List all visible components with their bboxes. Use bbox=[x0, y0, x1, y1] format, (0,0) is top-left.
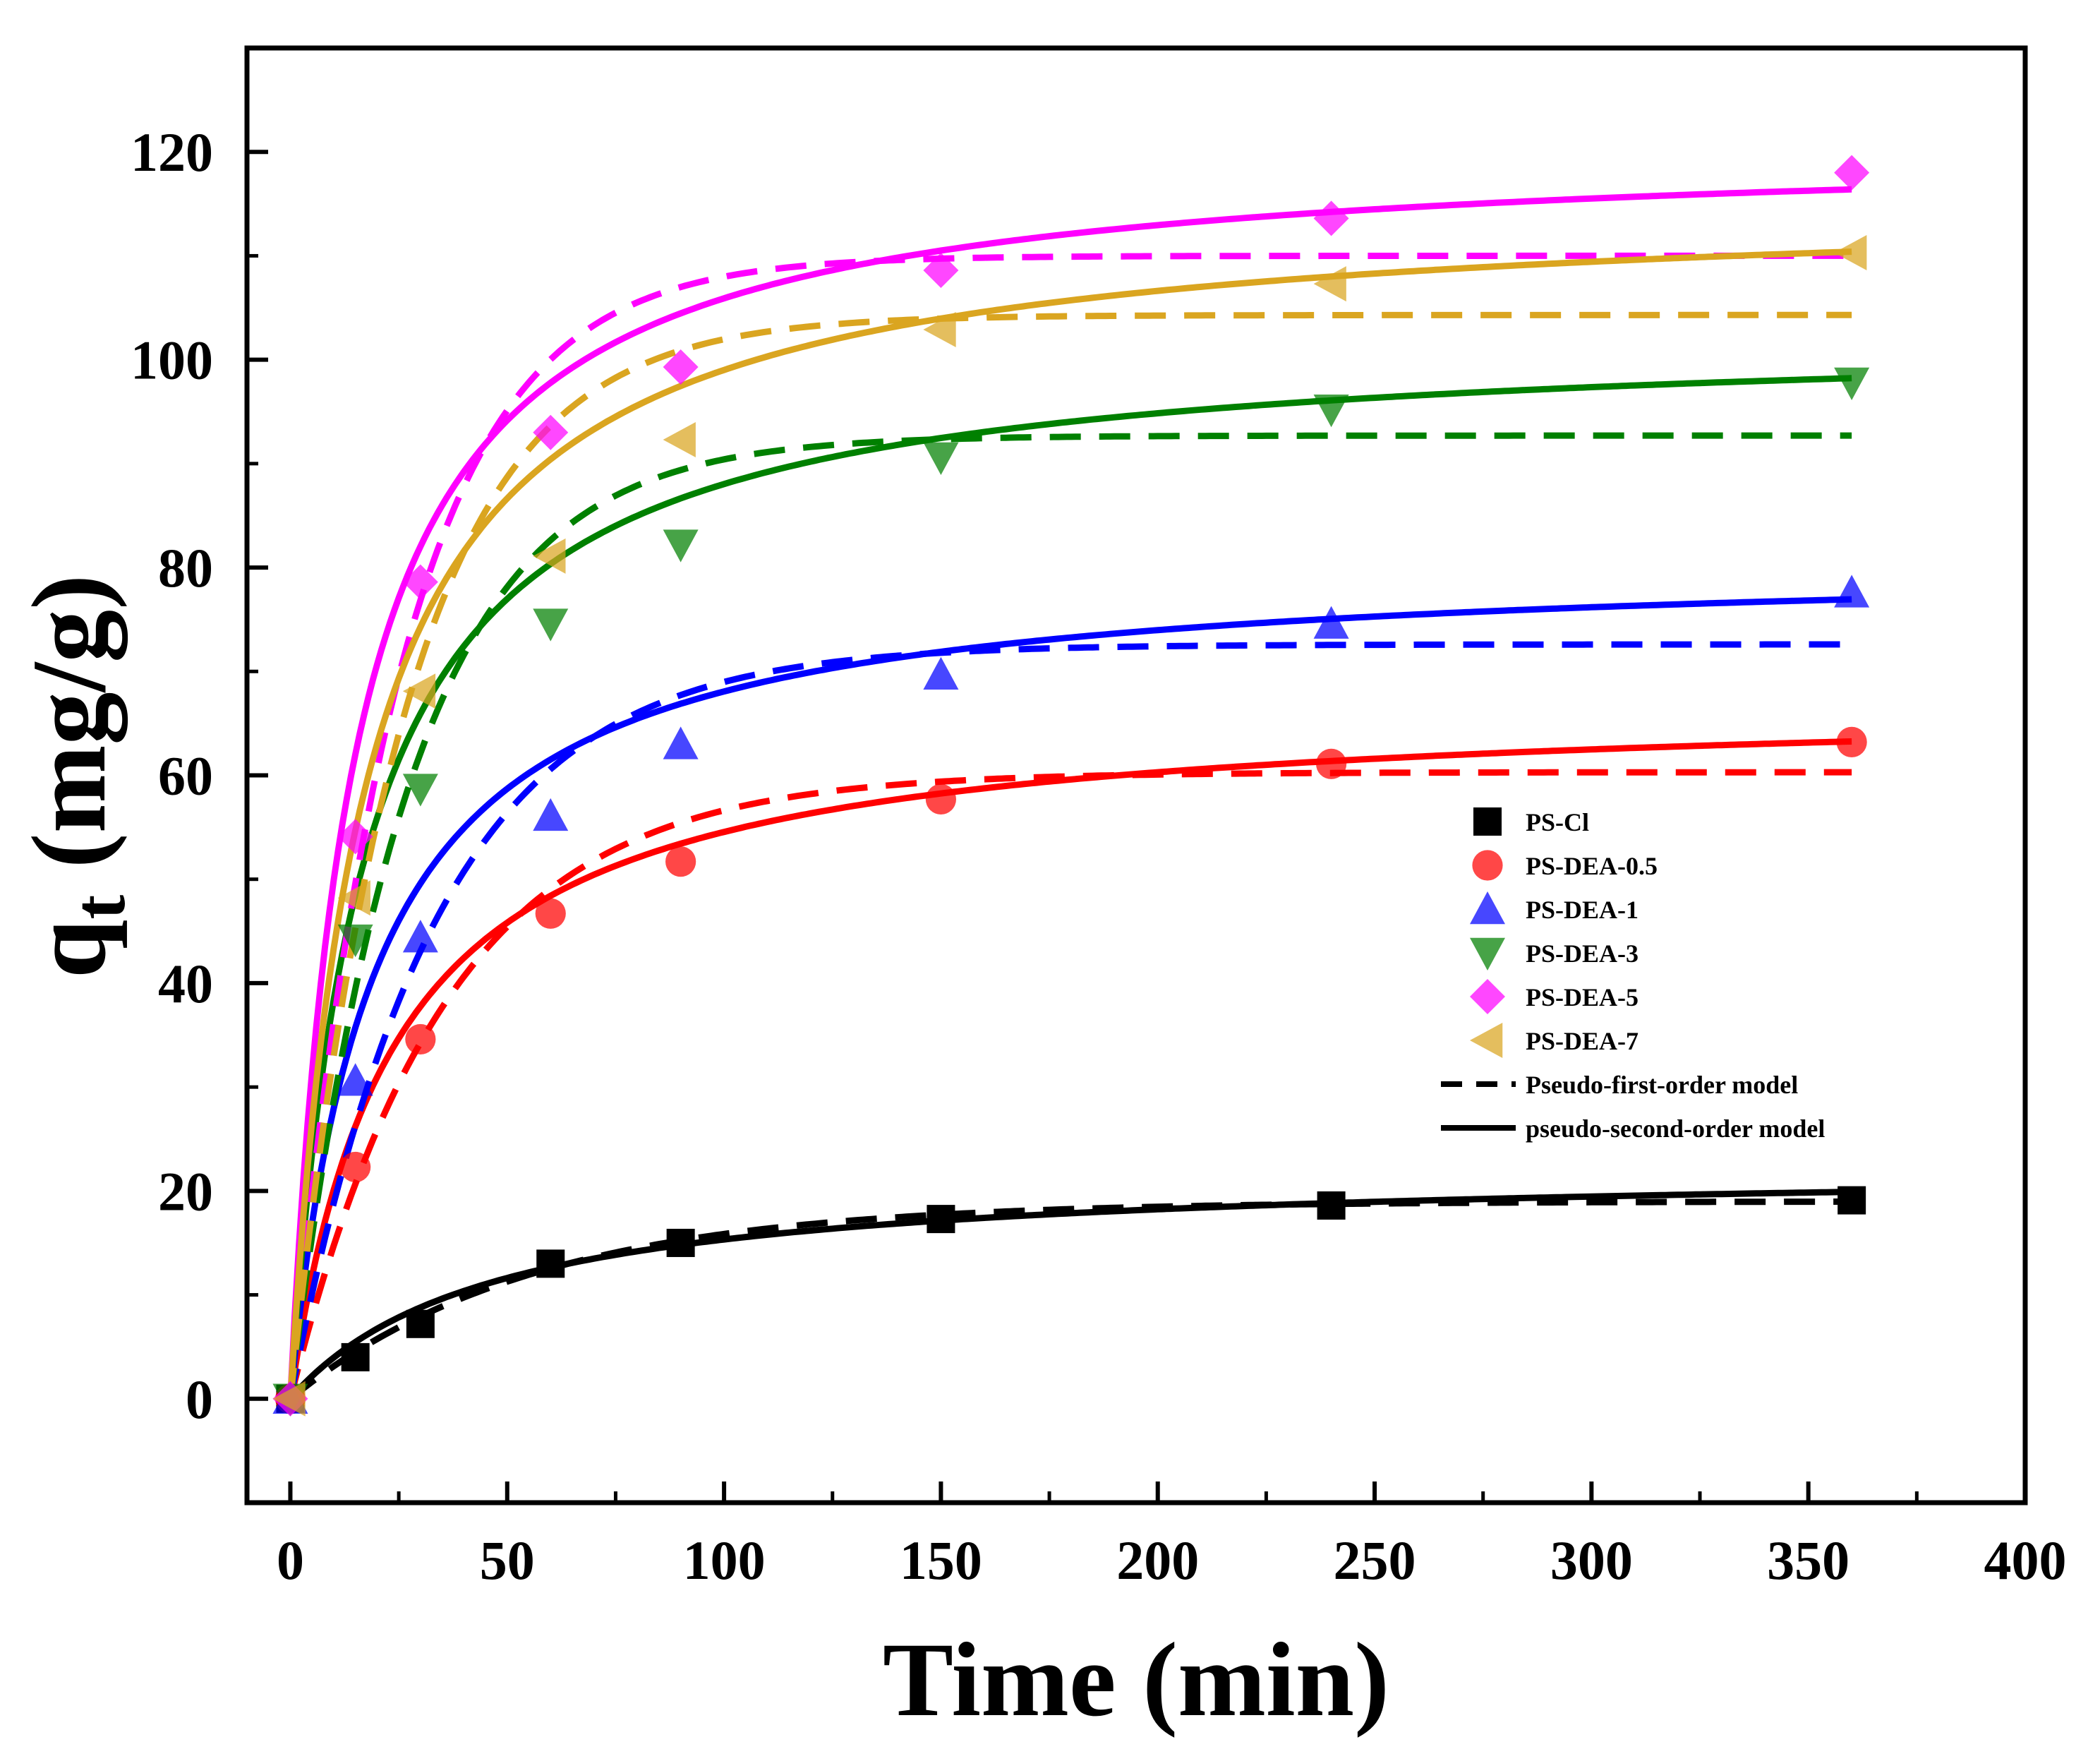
y-tick-label: 60 bbox=[158, 745, 213, 807]
data-point-ps-dea-3 bbox=[337, 924, 373, 958]
data-point-ps-dea-5 bbox=[402, 564, 438, 600]
data-point-ps-cl bbox=[1838, 1186, 1866, 1215]
data-point-ps-dea-5 bbox=[1834, 155, 1870, 191]
x-axis-title: Time (min) bbox=[883, 1621, 1389, 1738]
data-point-ps-dea-3 bbox=[1834, 367, 1870, 401]
data-point-ps-dea-3 bbox=[923, 442, 959, 476]
data-point-ps-cl bbox=[1317, 1191, 1346, 1220]
pfo-curve-ps-dea-5 bbox=[287, 252, 1852, 1400]
data-point-ps-dea-1 bbox=[1313, 606, 1349, 639]
x-tick-label: 50 bbox=[480, 1529, 535, 1591]
x-tick-label: 400 bbox=[1984, 1529, 2067, 1591]
x-tick-label: 0 bbox=[277, 1529, 304, 1591]
data-point-ps-dea-7 bbox=[1834, 235, 1867, 271]
data-point-ps-dea-3 bbox=[1313, 395, 1349, 428]
x-tick-label: 300 bbox=[1550, 1529, 1633, 1591]
y-tick-label: 0 bbox=[186, 1369, 213, 1430]
legend-marker-ps-dea-1 bbox=[1470, 891, 1505, 925]
data-point-ps-dea-3 bbox=[402, 774, 438, 807]
pso-curve-ps-dea-1 bbox=[287, 596, 1852, 1400]
data-point-ps-cl bbox=[666, 1228, 695, 1257]
pso-curve-ps-dea-5 bbox=[287, 186, 1852, 1400]
data-point-ps-dea-0-5 bbox=[1836, 726, 1867, 757]
legend-marker-ps-dea-7 bbox=[1470, 1023, 1503, 1058]
data-point-ps-dea-0-5 bbox=[535, 898, 566, 929]
pso-curve-ps-dea-0-5 bbox=[287, 738, 1852, 1400]
data-point-ps-dea-0-5 bbox=[665, 846, 696, 877]
data-point-ps-dea-0-5 bbox=[925, 783, 957, 815]
legend-label-ps-dea-1: PS-DEA-1 bbox=[1526, 896, 1639, 924]
y-axis-ticks: 0 20 40 60 80 100 120 bbox=[131, 46, 268, 1505]
data-point-ps-dea-1 bbox=[533, 798, 569, 831]
y-axis-title-unit: (mg/g) bbox=[11, 575, 128, 895]
data-point-ps-dea-1 bbox=[1834, 575, 1870, 608]
y-tick-label: 80 bbox=[158, 537, 213, 599]
legend: PS-Cl PS-DEA-0.5 PS-DEA-1 PS-DEA-3 PS-DEA-5 P… bbox=[1441, 807, 1825, 1143]
pso-curve-ps-dea-7 bbox=[287, 248, 1852, 1400]
data-point-ps-dea-7 bbox=[402, 673, 436, 709]
legend-marker-ps-cl bbox=[1473, 807, 1502, 836]
x-tick-label: 150 bbox=[900, 1529, 982, 1591]
data-point-ps-dea-3 bbox=[533, 608, 569, 642]
data-point-ps-dea-1 bbox=[337, 1063, 373, 1096]
legend-marker-ps-dea-3 bbox=[1470, 937, 1505, 970]
legend-label-ps-dea-7: PS-DEA-7 bbox=[1526, 1027, 1639, 1055]
legend-marker-ps-dea-0-5 bbox=[1472, 850, 1503, 881]
data-points bbox=[272, 155, 1870, 1417]
legend-marker-ps-dea-5 bbox=[1470, 979, 1505, 1014]
data-point-ps-dea-7 bbox=[923, 311, 956, 347]
data-point-ps-cl bbox=[536, 1249, 565, 1278]
fit-curves bbox=[287, 186, 1852, 1402]
data-point-ps-cl bbox=[341, 1342, 370, 1371]
data-point-ps-dea-5 bbox=[337, 819, 373, 855]
data-point-ps-dea-7 bbox=[337, 880, 370, 916]
data-point-ps-cl bbox=[927, 1205, 955, 1234]
legend-label-ps-dea-0-5: PS-DEA-0.5 bbox=[1526, 852, 1658, 880]
pfo-curve-ps-dea-0-5 bbox=[287, 769, 1852, 1400]
x-tick-label: 350 bbox=[1767, 1529, 1849, 1591]
data-point-ps-cl bbox=[406, 1309, 435, 1338]
data-point-ps-dea-1 bbox=[923, 656, 959, 690]
legend-label-model: pseudo-second-order model bbox=[1526, 1114, 1825, 1143]
y-axis-title: qt (mg/g) bbox=[11, 575, 140, 978]
data-point-ps-dea-0-5 bbox=[405, 1023, 436, 1055]
y-tick-label: 40 bbox=[158, 953, 213, 1014]
data-point-ps-dea-7 bbox=[663, 421, 696, 457]
y-tick-label: 20 bbox=[158, 1160, 213, 1222]
data-point-ps-dea-7 bbox=[272, 1381, 306, 1417]
legend-label-ps-cl: PS-Cl bbox=[1526, 808, 1589, 836]
data-point-ps-dea-7 bbox=[533, 538, 566, 574]
y-axis-title-sub: t bbox=[58, 895, 140, 920]
data-point-ps-dea-3 bbox=[663, 529, 699, 563]
y-tick-label: 120 bbox=[131, 121, 213, 183]
data-point-ps-dea-5 bbox=[1313, 200, 1349, 236]
x-tick-label: 250 bbox=[1334, 1529, 1416, 1591]
data-point-ps-dea-1 bbox=[663, 726, 699, 759]
data-point-ps-dea-0-5 bbox=[340, 1151, 371, 1183]
data-point-ps-dea-5 bbox=[663, 349, 699, 385]
pfo-curve-ps-dea-1 bbox=[287, 641, 1852, 1400]
x-axis-ticks: 0 50 100 150 200 250 300 350 400 bbox=[277, 1481, 2067, 1591]
data-point-ps-dea-0-5 bbox=[1315, 748, 1347, 779]
pfo-curve-ps-dea-3 bbox=[287, 432, 1852, 1400]
x-tick-label: 100 bbox=[683, 1529, 766, 1591]
y-axis-title-main: q bbox=[11, 920, 128, 978]
y-tick-label: 100 bbox=[131, 330, 213, 391]
legend-label-model: Pseudo-first-order model bbox=[1526, 1071, 1798, 1099]
pfo-curve-ps-cl bbox=[288, 1198, 1852, 1402]
data-point-ps-dea-7 bbox=[1313, 266, 1346, 302]
pfo-curve-ps-dea-7 bbox=[287, 311, 1852, 1400]
data-point-ps-dea-5 bbox=[923, 253, 959, 289]
x-tick-label: 200 bbox=[1116, 1529, 1199, 1591]
data-point-ps-dea-5 bbox=[533, 414, 569, 450]
data-point-ps-dea-1 bbox=[402, 920, 438, 953]
legend-label-ps-dea-5: PS-DEA-5 bbox=[1526, 983, 1639, 1011]
legend-label-ps-dea-3: PS-DEA-3 bbox=[1526, 939, 1639, 968]
